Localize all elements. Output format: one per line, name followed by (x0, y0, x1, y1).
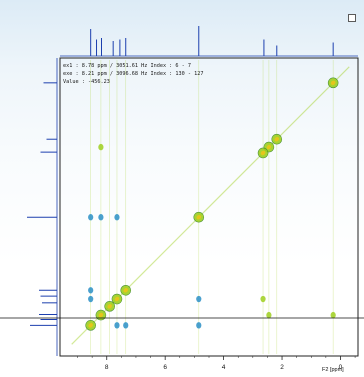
x-tick-label: 8 (105, 364, 109, 371)
cross-peak-negative (88, 287, 94, 294)
diagonal-peak-core (274, 136, 280, 142)
contour-layer (71, 60, 350, 354)
cross-peak-negative (88, 214, 94, 221)
diagonal-peak-core (330, 80, 336, 86)
left-projection (27, 58, 58, 356)
diagonal-peak-core (260, 150, 266, 156)
x-axis: 8 6 4 2 0 (77, 356, 356, 371)
cross-peak-negative (98, 214, 104, 221)
diagonal-peak-core (114, 296, 120, 302)
restore-window-button[interactable] (348, 14, 356, 22)
info-line-1: ex1 : 8.78 ppm / 3051.61 Hz Index : 6 - … (63, 63, 191, 69)
cross-peak-negative (114, 214, 120, 221)
x-tick-label: 6 (163, 364, 167, 371)
diagonal-peak-core (196, 214, 202, 220)
cross-peak-negative (196, 295, 202, 303)
diagonal-peak-core (107, 304, 112, 309)
cross-peak-negative (123, 322, 129, 329)
x-tick-label: 0 (339, 364, 343, 371)
x-tick-label: 2 (280, 364, 284, 371)
cross-peak-positive (330, 311, 336, 319)
cross-peak-positive (98, 143, 104, 151)
info-line-2: exe : 8.21 ppm / 3096.68 Hz Index : 130 … (63, 71, 204, 77)
cross-peak-positive (260, 295, 266, 303)
cross-peak-negative (88, 295, 94, 303)
diagonal-peak-core (123, 288, 128, 293)
info-line-3: Value : -456.23 (63, 79, 110, 85)
cross-peak-negative (196, 322, 202, 329)
top-projection (60, 26, 358, 57)
cross-peak-positive (266, 311, 272, 319)
diagonal-peak-core (98, 312, 104, 318)
x-tick-label: 4 (222, 364, 226, 371)
diagonal-peak-core (266, 144, 272, 150)
x-axis-label: F2 [ppm] (322, 367, 344, 373)
diagonal-peak-core (88, 323, 93, 328)
cross-peak-negative (114, 322, 120, 329)
